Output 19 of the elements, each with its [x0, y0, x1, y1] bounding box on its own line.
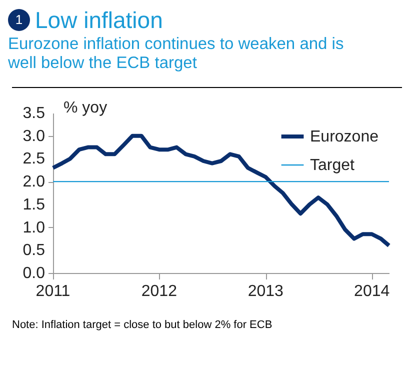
- number-badge: 1: [8, 9, 30, 31]
- y-tick-label: 3.5: [22, 105, 46, 122]
- y-tick-label: 0.5: [22, 242, 46, 260]
- y-tick-label: 2.0: [22, 174, 46, 191]
- y-tick-label: 3.0: [22, 128, 46, 145]
- y-tick-label: 2.5: [22, 150, 46, 168]
- y-tick-label: 0.0: [22, 265, 46, 282]
- y-tick-label: 1.0: [22, 219, 46, 236]
- chart-subtitle: Eurozone inflation continues to weaken and is well below the ECB target: [8, 35, 345, 73]
- legend-label: Target: [310, 157, 356, 174]
- text: Note: Inflation target = close to but below 2% for ECB: [12, 318, 272, 332]
- y-tick-label: 1.5: [22, 196, 46, 214]
- chart-title: Low inflation: [35, 6, 163, 34]
- x-tick-label: 2012: [141, 283, 178, 300]
- y-axis-title: % yoy: [64, 100, 108, 116]
- x-tick-label: 2013: [248, 283, 284, 300]
- legend-label: Eurozone: [310, 128, 379, 146]
- x-tick-label: 2011: [36, 283, 70, 300]
- x-tick-label: 2014: [354, 283, 390, 300]
